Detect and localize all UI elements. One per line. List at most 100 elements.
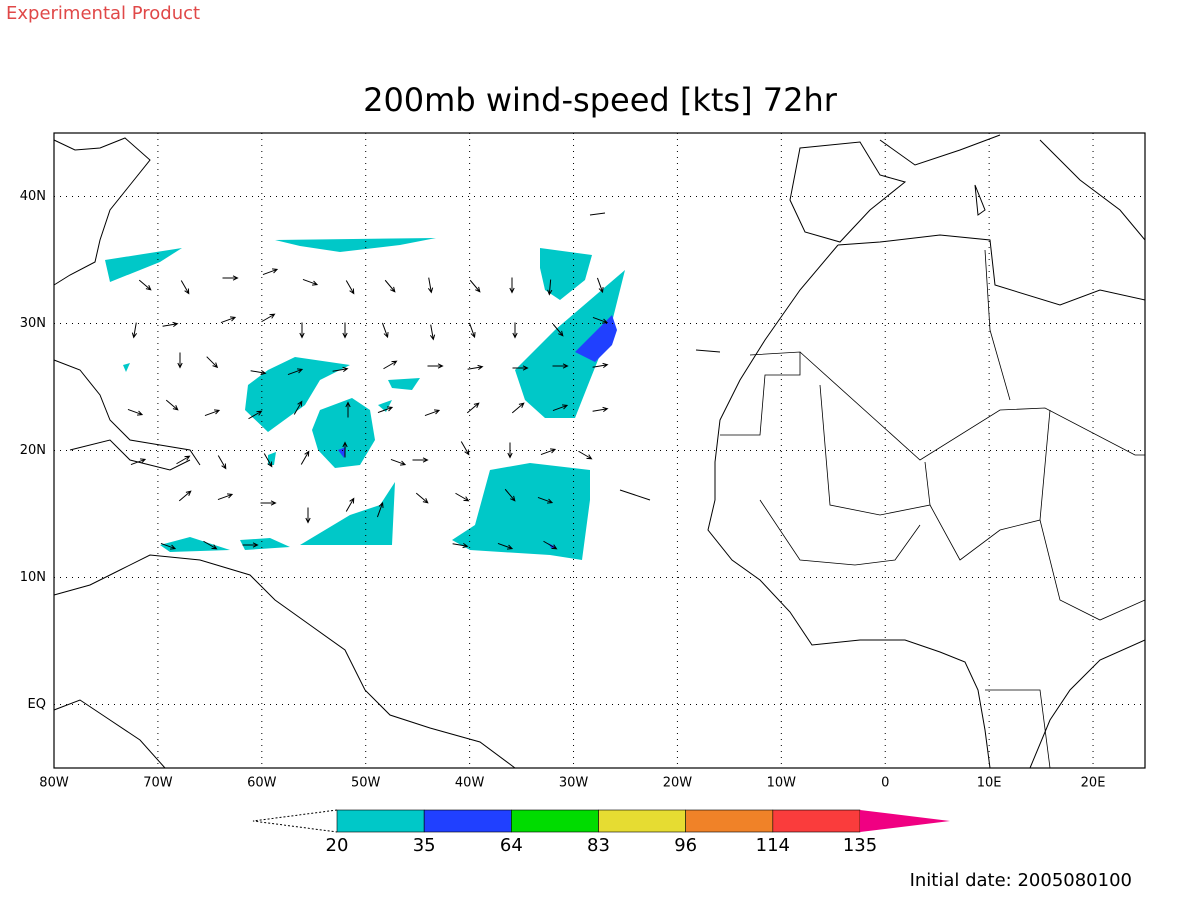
- wind-arrow: [552, 323, 564, 337]
- wind-arrow: [302, 278, 319, 286]
- shade-area: [452, 463, 590, 560]
- wind-arrow: [204, 409, 221, 417]
- wind-arrow: [217, 493, 234, 501]
- wind-arrow: [592, 406, 609, 413]
- shade-area: [300, 482, 395, 545]
- wind-arrow: [383, 360, 398, 370]
- wind-arrow: [384, 279, 396, 293]
- wind-arrow: [540, 448, 557, 456]
- x-tick-label: 80W: [39, 776, 69, 791]
- colorbar-segment: [511, 809, 599, 833]
- grid: [53, 133, 1145, 768]
- wind-arrow: [596, 277, 604, 294]
- wind-arrow: [512, 365, 529, 371]
- wind-arrow: [262, 268, 279, 276]
- wind-arrow: [543, 540, 558, 550]
- wind-arrow: [345, 497, 355, 512]
- wind-arrow: [138, 279, 152, 291]
- map-plot: 80W 70W 60W 50W 40W 30W 20W 10W 0 10E 20E EQ 10N 20N 3…: [20, 132, 1146, 791]
- x-tick-label: 10W: [767, 776, 797, 791]
- wind-arrow: [512, 322, 518, 339]
- shade-area: [378, 400, 392, 412]
- wind-arrow: [429, 324, 436, 341]
- coastlines: [53, 134, 1146, 769]
- wind-arrow: [293, 400, 303, 415]
- wind-arrow: [537, 496, 554, 504]
- x-tick-label: 20W: [663, 776, 693, 791]
- wind-arrow: [127, 408, 144, 416]
- wind-arrow: [345, 401, 351, 418]
- wind-arrow: [250, 369, 267, 376]
- wind-arrow: [390, 458, 407, 466]
- wind-arrow: [206, 356, 219, 369]
- wind-arrow: [287, 368, 304, 376]
- y-tick-label: 20N: [20, 443, 46, 458]
- x-tick-label: 40W: [455, 776, 485, 791]
- shade-area: [245, 357, 350, 432]
- wind-arrow: [547, 279, 553, 296]
- colorbar-segment: [598, 809, 686, 833]
- wind-arrow: [130, 458, 147, 466]
- shade-area: [312, 398, 375, 468]
- wind-arrow: [552, 363, 569, 369]
- colorbar-segment: [772, 809, 861, 833]
- product-label: Experimental Product: [6, 3, 200, 24]
- borders: [720, 249, 1146, 769]
- x-tick-label: 10E: [977, 776, 1002, 791]
- wind-arrow: [377, 406, 394, 414]
- wind-arrow: [220, 316, 237, 324]
- wind-shading: [105, 238, 625, 560]
- shade-area: [338, 447, 346, 458]
- wind-arrow: [176, 455, 191, 465]
- colorbar-label: 135: [843, 835, 877, 856]
- shade-area: [388, 378, 420, 390]
- wind-arrow: [511, 402, 525, 414]
- colorbar-label: 35: [413, 835, 436, 856]
- shade-area: [540, 248, 592, 300]
- wind-arrow: [578, 450, 593, 460]
- wind-arrow: [467, 364, 484, 371]
- wind-arrow: [203, 540, 218, 550]
- wind-arrow: [381, 322, 389, 339]
- wind-arrow: [217, 455, 227, 470]
- x-tick-label: 60W: [247, 776, 277, 791]
- wind-arrow: [248, 410, 263, 420]
- wind-arrow: [165, 399, 179, 411]
- wind-arrow: [552, 404, 569, 412]
- wind-arrow: [592, 316, 609, 324]
- wind-arrow: [497, 542, 514, 550]
- wind-arrow: [452, 542, 469, 549]
- y-tick-label: EQ: [28, 697, 46, 712]
- x-tick-label: 0: [881, 776, 889, 791]
- shade-area: [123, 363, 130, 372]
- x-tick-label: 50W: [351, 776, 381, 791]
- wind-arrow: [412, 457, 429, 463]
- wind-vectors: [127, 268, 609, 550]
- wind-arrow: [427, 277, 434, 294]
- wind-arrow: [242, 542, 259, 548]
- colorbar-label: 114: [756, 835, 790, 856]
- colorbar-label: 83: [587, 835, 610, 856]
- wind-arrow: [424, 409, 441, 417]
- colorbar-label: 64: [500, 835, 523, 856]
- wind-arrow: [376, 501, 384, 518]
- colorbar-under: [252, 809, 338, 833]
- wind-arrow: [222, 275, 239, 281]
- colorbar-segment: [336, 809, 425, 833]
- wind-arrow: [305, 507, 311, 524]
- wind-arrow: [509, 277, 515, 294]
- shade-area: [105, 248, 182, 282]
- colorbar-segment: [685, 809, 774, 833]
- colorbar: 20 35 64 83 96 114 135: [252, 809, 950, 856]
- y-tick-label: 30N: [20, 316, 46, 331]
- wind-arrow: [504, 488, 516, 502]
- wind-arrow: [455, 492, 470, 502]
- wind-arrow: [332, 366, 349, 373]
- shade-area: [240, 538, 290, 550]
- wind-arrow: [180, 280, 190, 295]
- wind-arrow: [345, 280, 355, 295]
- shade-area: [575, 315, 617, 362]
- wind-arrow: [592, 362, 609, 369]
- wind-arrow: [300, 450, 310, 465]
